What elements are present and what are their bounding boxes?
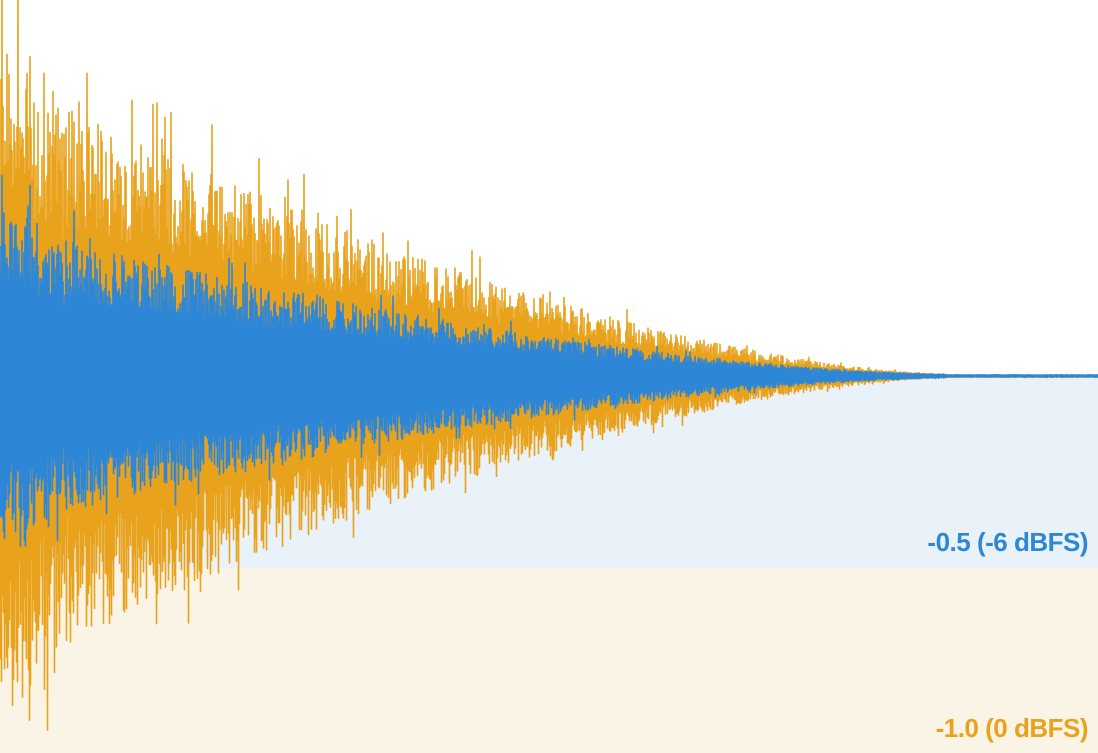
band-label-minus-half: -0.5 (-6 dBFS)	[927, 527, 1088, 557]
band-label-minus-full: -1.0 (0 dBFS)	[935, 713, 1089, 743]
band-minus-full	[0, 568, 1098, 753]
